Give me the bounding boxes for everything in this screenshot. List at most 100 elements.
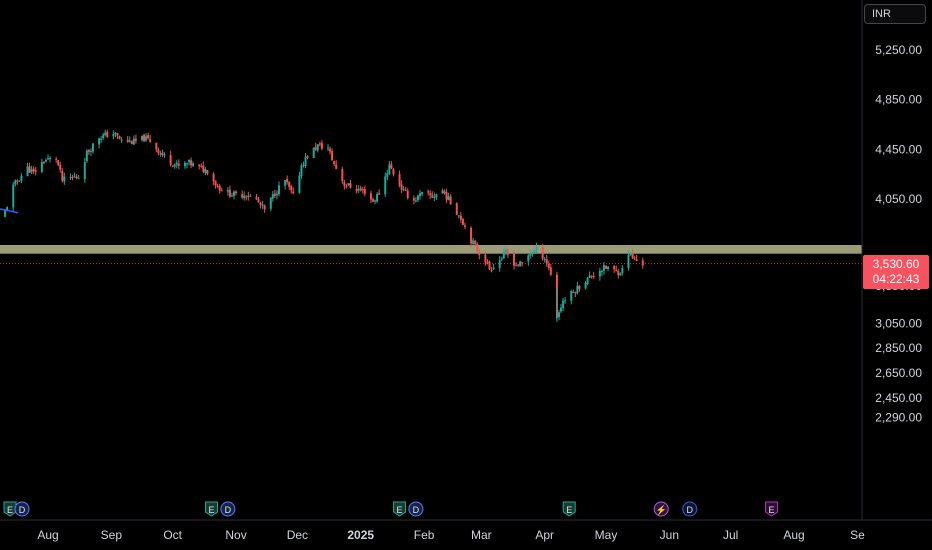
candle [188,159,191,166]
time-tick-label: Apr [535,528,554,542]
candle [73,172,76,178]
earnings-marker[interactable]: E [205,501,219,517]
candle [531,251,534,257]
event-marker-label: D [225,505,232,515]
price-tick-label: 4,450.00 [875,142,922,156]
candle [275,190,278,200]
dividend-future-marker[interactable]: D [682,501,698,517]
candle [378,189,381,195]
candle [576,281,579,295]
candle [100,136,103,143]
candle [55,156,58,163]
candle [206,170,209,176]
candle [30,165,33,174]
candle [463,222,466,230]
candle [161,149,164,157]
candle [102,132,105,140]
candle [18,180,21,182]
candle [621,265,624,276]
candle [404,186,407,192]
candle [12,181,15,212]
candle [527,254,530,266]
candle [316,143,319,153]
candle [304,152,307,169]
candle [627,250,630,271]
price-tick-label: 2,450.00 [875,391,922,405]
dividend-marker[interactable]: D [408,501,424,517]
candle [212,172,215,186]
candle [588,271,591,278]
time-tick-label: 2025 [347,528,374,542]
candle [202,161,205,174]
candle [126,135,129,143]
candle [486,259,489,265]
currency-selector[interactable]: INR [864,4,926,24]
candle [547,260,550,271]
candle [504,247,507,256]
candle [200,163,203,168]
candle [91,142,94,154]
indicator-layer [0,208,19,214]
candle [149,135,152,143]
earnings-marker[interactable]: E [562,501,576,517]
candle [226,187,229,196]
candle [69,173,72,181]
candle [34,166,37,176]
candle [515,262,518,267]
candle [42,161,45,165]
candle [190,157,193,169]
candle [406,188,409,200]
dividend-marker[interactable]: D [220,501,236,517]
candle [455,202,458,216]
candle [16,179,19,185]
candle [574,291,577,297]
candle [145,132,148,142]
candle [14,179,17,187]
candle [543,256,546,263]
earnings-marker[interactable]: E [393,501,407,517]
candle [519,260,522,267]
candle [549,263,552,277]
candle [159,150,162,157]
price-tick-label: 2,290.00 [875,411,922,425]
candle [216,183,219,189]
time-tick-label: Jul [723,528,738,542]
candle [345,183,348,189]
candle [59,162,62,173]
last-price-tag: 3,530.60 04:22:43 [863,255,929,289]
time-axis[interactable]: Aug Sep Oct Nov Dec 2025 Feb Mar Apr May Jun Jul Aug… [37,528,865,542]
split-marker[interactable]: ⚡ [653,501,669,517]
candle [449,194,452,205]
candle [288,181,291,190]
candle [598,267,601,281]
candle [412,195,415,205]
candle [61,168,64,183]
candle [327,144,330,152]
dividend-marker[interactable]: D [14,501,30,517]
candle [85,148,88,163]
price-tick-label: 4,050.00 [875,192,922,206]
time-tick-label: Oct [163,528,182,542]
candle [635,255,638,262]
candle [220,187,223,192]
candle [273,189,276,198]
candle [329,146,332,155]
candle [300,163,303,179]
earnings-marker[interactable]: E [3,501,17,517]
candle [120,137,123,143]
candle [271,190,274,202]
candle [359,185,362,192]
price-axis[interactable]: 5,250.004,850.004,450.004,050.003,350.00… [875,43,922,425]
candle [633,255,636,261]
event-marker-label: E [397,505,403,515]
candle [500,256,503,262]
candles-layer [4,129,644,323]
candle [363,185,366,197]
candle [341,166,344,184]
earnings-future-marker[interactable]: E [765,501,779,517]
candle [83,157,86,184]
candle [89,148,92,157]
candle [398,170,401,188]
candle [535,242,538,254]
